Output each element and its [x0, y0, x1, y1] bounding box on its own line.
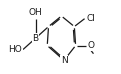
Text: HO: HO [9, 45, 22, 54]
Text: Cl: Cl [86, 14, 95, 23]
Text: N: N [61, 56, 67, 65]
Text: OH: OH [29, 8, 42, 17]
Text: O: O [88, 41, 95, 50]
Text: B: B [33, 34, 39, 43]
